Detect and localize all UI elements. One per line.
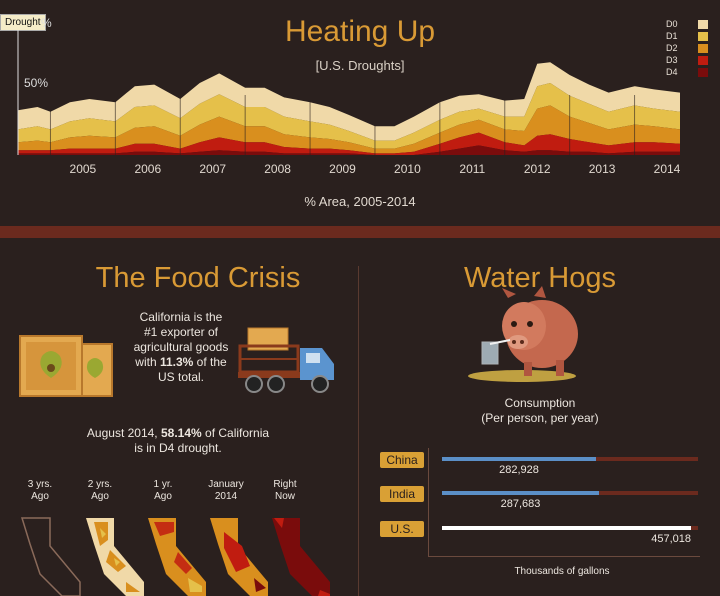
- bar-fill: [442, 491, 599, 495]
- bar-value-label: 282,928: [499, 464, 539, 476]
- california-maps: [21, 517, 330, 596]
- bar-baseline: [428, 556, 700, 557]
- bar-fill: [442, 457, 596, 461]
- drought-text: August 2014, 58.14% of California is in …: [86, 426, 270, 455]
- x-tick-label: 2011: [459, 162, 486, 176]
- x-tick-label: 2013: [588, 162, 616, 176]
- area-series-d2: [18, 105, 680, 154]
- area-series-d0: [18, 62, 680, 141]
- map-right-now: [272, 518, 330, 596]
- y-tick-top: %: [41, 16, 52, 30]
- map-label-2yrs: 2 yrs. Ago: [87, 479, 113, 502]
- consumption-label: Consumption (Per person, per year): [481, 396, 599, 425]
- bar-axis: [428, 448, 429, 556]
- country-label: India: [380, 486, 424, 502]
- bar-fill: [442, 526, 691, 530]
- area-series-d4: [18, 145, 680, 155]
- bar-value-label: 457,018: [651, 533, 691, 545]
- food-crisis-title: The Food Crisis: [95, 262, 301, 294]
- x-tick-label: 2008: [264, 162, 291, 176]
- legend-item-d0: D0: [666, 18, 708, 30]
- map-label-3yrs: 3 yrs. Ago: [27, 479, 53, 502]
- map-january-2014: [210, 518, 268, 596]
- truck-icon: [238, 327, 334, 393]
- legend: D0 D1 D2 D3 D4: [666, 18, 708, 78]
- chart-title: Heating Up: [284, 15, 436, 48]
- column-divider: [358, 266, 359, 596]
- country-label: China: [380, 452, 424, 468]
- x-tick-label: 2007: [199, 162, 227, 176]
- map-3yrs-ago: [21, 517, 81, 596]
- legend-item-d4: D4: [666, 66, 708, 78]
- x-tick-label: 2006: [134, 162, 162, 176]
- map-label-jan-2014: January 2014: [208, 479, 244, 502]
- legend-item-d3: D3: [666, 54, 708, 66]
- legend-item-d1: D1: [666, 30, 708, 42]
- pig-icon: [468, 286, 578, 382]
- map-1yr-ago: [148, 518, 206, 596]
- chart-subtitle: [U.S. Droughts]: [315, 58, 405, 73]
- x-tick-label: 2012: [523, 162, 551, 176]
- units-label: Thousands of gallons: [514, 566, 610, 577]
- x-tick-label: 2009: [329, 162, 356, 176]
- x-axis-label: % Area, 2005-2014: [304, 194, 416, 209]
- map-2yrs-ago: [86, 518, 144, 596]
- section-divider: [0, 226, 720, 238]
- area-series-d3: [18, 132, 680, 155]
- exporter-text: California is the #1 exporter of agricul…: [133, 310, 229, 384]
- x-tick-label: 2010: [394, 162, 421, 176]
- y-tick-50: 50%: [24, 76, 49, 90]
- bar-value-label: 287,683: [500, 498, 541, 510]
- x-tick-label: 2005: [69, 162, 97, 176]
- x-tick-label: 2014: [653, 162, 681, 176]
- map-label-right-now: Right Now: [273, 479, 297, 502]
- map-label-1yr: 1 yr. Ago: [153, 479, 173, 502]
- crate-icon: [19, 335, 113, 397]
- area-series-d1: [18, 83, 680, 149]
- drought-area-chart: [17, 30, 680, 155]
- legend-item-d2: D2: [666, 42, 708, 54]
- country-label: U.S.: [380, 521, 424, 537]
- tooltip: Drought: [0, 14, 46, 31]
